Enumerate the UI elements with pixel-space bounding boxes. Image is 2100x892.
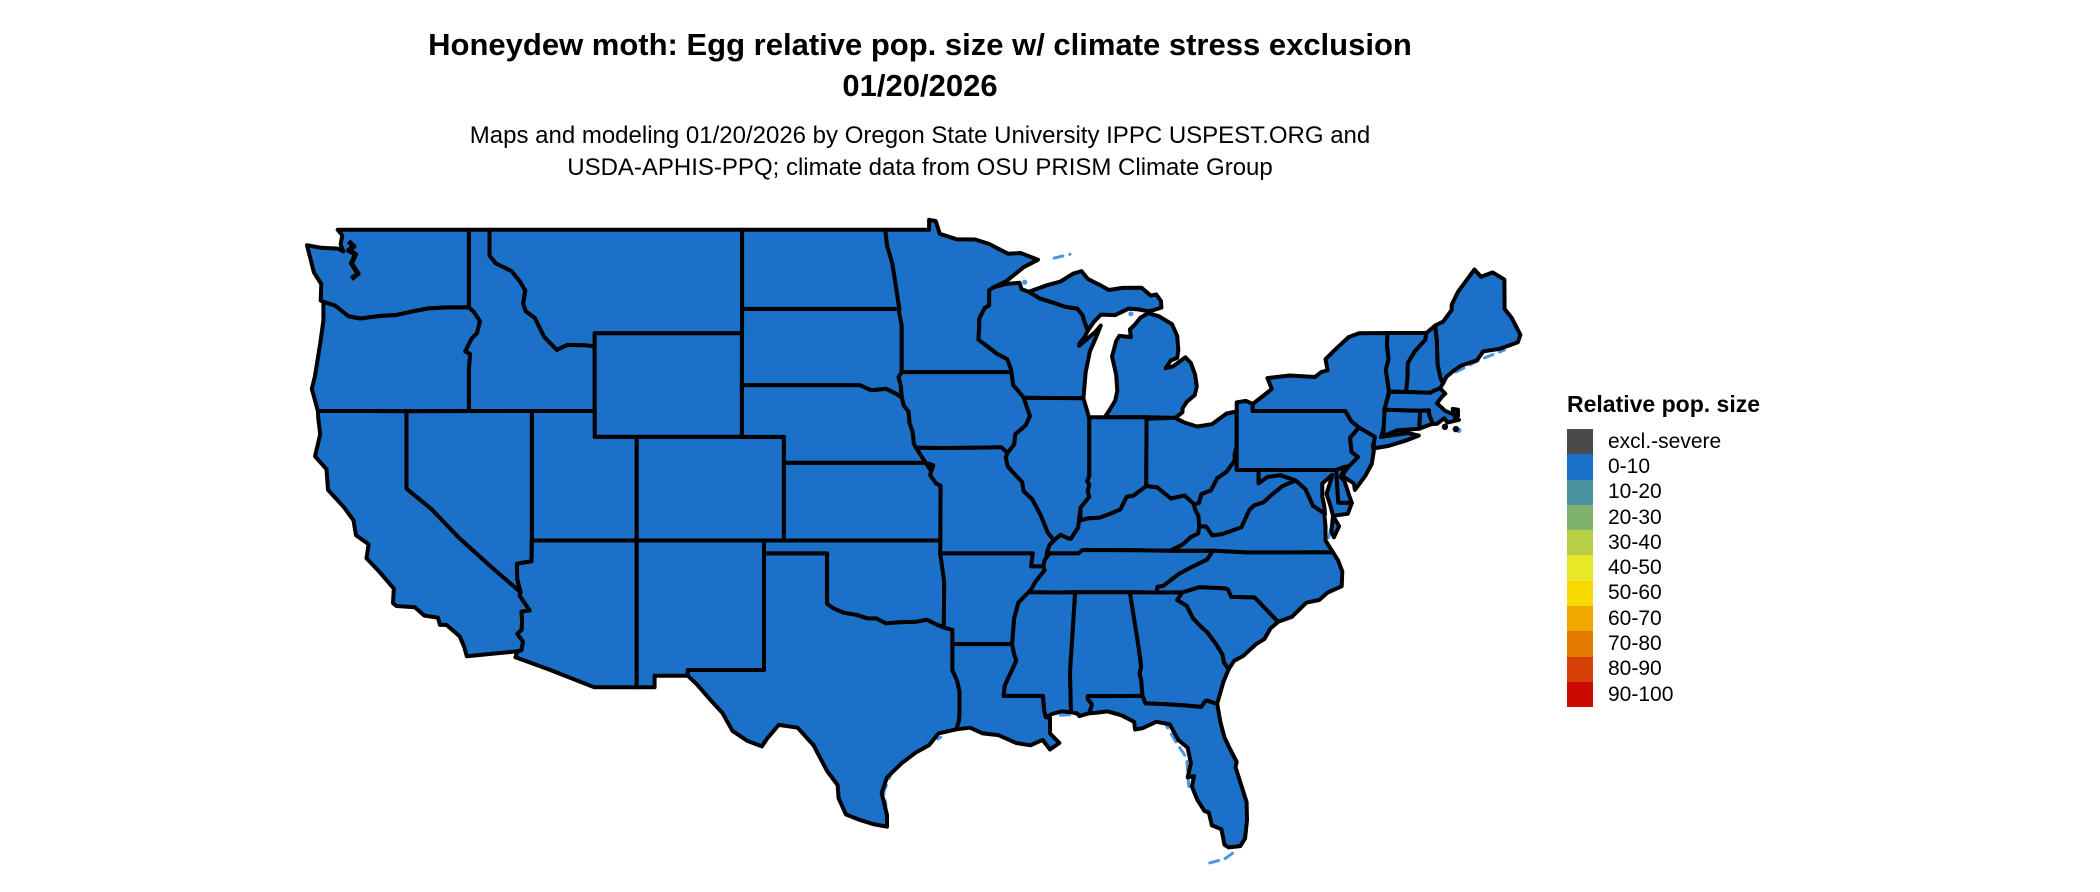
legend-color-swatch: [1567, 606, 1593, 632]
state-shape: [781, 460, 943, 543]
legend-item: 50-60: [1567, 580, 1867, 607]
legend-color-swatch: [1567, 479, 1593, 505]
map-title-line1: Honeydew moth: Egg relative pop. size w/…: [428, 27, 1412, 62]
legend-color-swatch: [1567, 454, 1593, 480]
legend-item: 0-10: [1567, 454, 1867, 480]
coastal-water-fringe: [1052, 252, 1072, 260]
legend-color-swatch: [1567, 631, 1593, 657]
island-detail: [1452, 425, 1460, 433]
legend: Relative pop. size excl.-severe 0-10 10-20…: [1567, 390, 1867, 708]
state-shape: [1085, 693, 1249, 850]
legend-item-label: excl.-severe: [1608, 429, 1722, 453]
legend-color-swatch: [1567, 429, 1593, 455]
legend-item-label: 60-70: [1608, 606, 1662, 630]
legend-item-label: 0-10: [1608, 454, 1651, 478]
coastal-water-speck: [1022, 279, 1028, 285]
legend-item-label: 80-90: [1608, 657, 1662, 681]
us-choropleth-map: [305, 217, 1523, 865]
state-shape: [896, 370, 1032, 455]
island-detail: [1441, 423, 1449, 430]
state-shape: [313, 409, 532, 659]
puget-sound-detail: [346, 239, 361, 281]
state-shape: [634, 538, 766, 690]
state-shape: [592, 331, 744, 439]
legend-item-label: 10-20: [1608, 480, 1662, 504]
legend-item-label: 70-80: [1608, 632, 1662, 656]
state-shape: [1433, 267, 1523, 386]
state-shape: [1154, 548, 1345, 624]
legend-item: excl.-severe: [1567, 429, 1867, 455]
coastal-water-fringe: [1162, 719, 1191, 788]
legend-item: 90-100: [1567, 681, 1867, 708]
legend-color-swatch: [1567, 555, 1593, 581]
legend-item: 40-50: [1567, 555, 1867, 581]
state-shape: [1329, 513, 1342, 540]
state-shape: [739, 306, 904, 400]
map-attribution-line2: USDA-APHIS-PPQ; climate data from OSU PR…: [567, 154, 1273, 181]
coastal-water-speck: [1128, 311, 1134, 317]
map-attribution-line1: Maps and modeling 01/20/2026 by Oregon S…: [469, 122, 1371, 149]
map-title: Honeydew moth: Egg relative pop. size w/…: [0, 24, 1840, 106]
state-shape: [1026, 269, 1164, 333]
legend-color-swatch: [1567, 530, 1593, 556]
state-shape: [1379, 407, 1423, 440]
state-shape: [309, 298, 483, 414]
legend-items: excl.-severe 0-10 10-20 20-30 30-40 40-50 50-6…: [1567, 429, 1867, 708]
legend-item-label: 90-100: [1608, 682, 1674, 706]
legend-color-swatch: [1567, 504, 1593, 531]
legend-item: 60-70: [1567, 606, 1867, 632]
legend-item-label: 50-60: [1608, 581, 1662, 605]
map-title-date: 01/20/2026: [842, 68, 998, 103]
map-attribution: Maps and modeling 01/20/2026 by Oregon S…: [0, 120, 1840, 184]
state-shape: [513, 538, 639, 690]
legend-item: 20-30: [1567, 504, 1867, 531]
legend-item: 30-40: [1567, 530, 1867, 556]
legend-item: 10-20: [1567, 479, 1867, 505]
state-shape: [1102, 311, 1199, 420]
coastal-water-fringe: [1208, 848, 1239, 865]
state-shape: [740, 227, 902, 311]
legend-color-swatch: [1567, 681, 1593, 708]
coastal-water-fringe: [1454, 348, 1506, 374]
legend-item: 80-90: [1567, 656, 1867, 682]
legend-title: Relative pop. size: [1567, 391, 1761, 417]
legend-item-label: 40-50: [1608, 556, 1662, 580]
legend-item: 70-80: [1567, 631, 1867, 657]
legend-color-swatch: [1567, 656, 1593, 682]
legend-item-label: 20-30: [1608, 505, 1662, 529]
state-shape: [634, 434, 786, 543]
legend-color-swatch: [1567, 580, 1593, 607]
legend-item-label: 30-40: [1608, 530, 1662, 554]
